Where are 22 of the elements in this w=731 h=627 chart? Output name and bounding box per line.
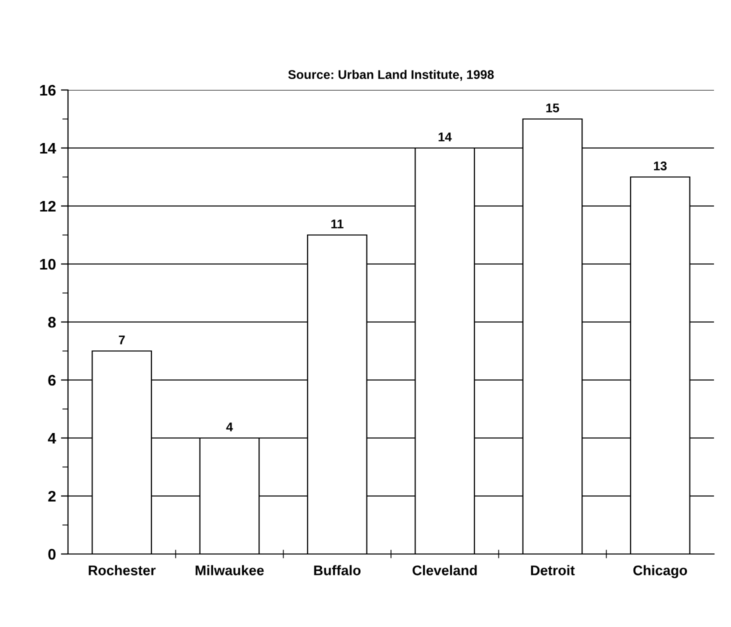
data-label: 15 — [546, 104, 560, 112]
y-tick-label: 10 — [40, 258, 56, 270]
data-label: 11 — [331, 220, 344, 228]
y-tick-label: 16 — [40, 84, 56, 96]
y-tick-label: 8 — [48, 316, 56, 328]
data-label: 4 — [226, 422, 233, 432]
y-tick-label: 4 — [48, 433, 56, 444]
data-label: 13 — [654, 162, 667, 170]
y-tick-label: 2 — [48, 490, 56, 502]
y-tick-label: 6 — [48, 374, 56, 386]
chart-title: Source: Urban Land Institute, 1998 — [288, 70, 494, 81]
x-tick-label: Cleveland — [412, 565, 477, 576]
x-tick-label: Chicago — [633, 565, 688, 578]
data-label: 7 — [118, 336, 125, 344]
data-label: 14 — [438, 132, 452, 142]
x-tick-label: Rochester — [88, 565, 156, 576]
y-tick-label: 14 — [40, 143, 56, 154]
x-tick-label: Detroit — [531, 565, 575, 576]
y-tick-label: 0 — [48, 548, 56, 560]
x-tick-label: Milwaukee — [196, 565, 264, 576]
y-tick-label: 12 — [40, 200, 56, 212]
x-tick-label: Buffalo — [314, 565, 361, 576]
